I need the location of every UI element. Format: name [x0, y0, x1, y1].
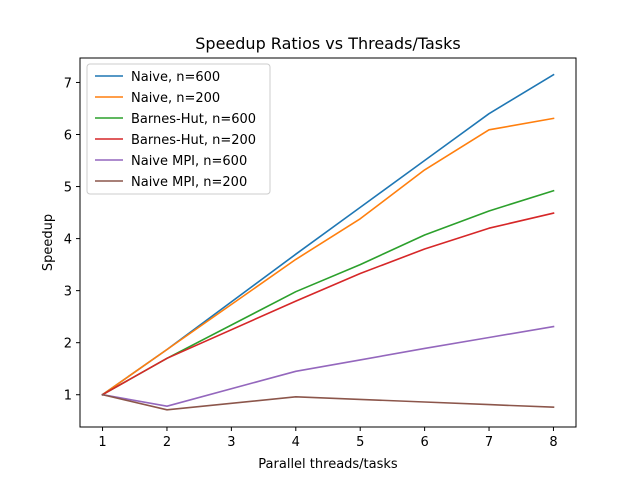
y-tick-label: 1 [64, 389, 72, 404]
series-line-2 [101, 189, 555, 396]
y-tick-label: 5 [64, 181, 72, 196]
x-tick-label: 7 [485, 435, 493, 450]
series-line-4 [101, 325, 555, 408]
chart-title: Speedup Ratios vs Threads/Tasks [195, 34, 460, 53]
x-tick-label: 5 [356, 435, 364, 450]
legend-label: Naive, n=600 [131, 70, 220, 85]
y-tick-label: 6 [64, 129, 72, 144]
y-tick-label: 2 [64, 337, 72, 352]
series-line-1 [101, 117, 555, 396]
legend-label: Naive MPI, n=200 [131, 175, 247, 190]
series-lines [101, 73, 555, 411]
legend: Naive, n=600 Naive, n=200 Barnes-Hut, n=60… [86, 63, 271, 195]
legend-box [86, 63, 271, 195]
x-tick-label: 6 [420, 435, 428, 450]
x-tick-label: 1 [98, 435, 106, 450]
x-axis: 1 2 3 4 5 6 7 8 [98, 427, 558, 450]
y-tick-label: 3 [64, 285, 72, 300]
series-line-5 [101, 393, 555, 411]
series-line-3 [101, 212, 555, 396]
x-axis-label: Parallel threads/tasks [258, 457, 398, 472]
x-tick-label: 3 [227, 435, 235, 450]
x-tick-label: 4 [292, 435, 300, 450]
y-tick-label: 7 [64, 76, 72, 91]
x-tick-label: 2 [163, 435, 171, 450]
legend-label: Barnes-Hut, n=600 [131, 112, 256, 127]
y-tick-label: 4 [64, 233, 72, 248]
legend-label: Naive, n=200 [131, 91, 220, 106]
y-axis: 1 2 3 4 5 6 7 [64, 76, 80, 404]
legend-label: Naive MPI, n=600 [131, 154, 247, 169]
legend-label: Barnes-Hut, n=200 [131, 133, 256, 148]
x-tick-label: 8 [549, 435, 557, 450]
y-axis-label: Speedup [41, 214, 56, 271]
plot-frame [79, 57, 577, 428]
